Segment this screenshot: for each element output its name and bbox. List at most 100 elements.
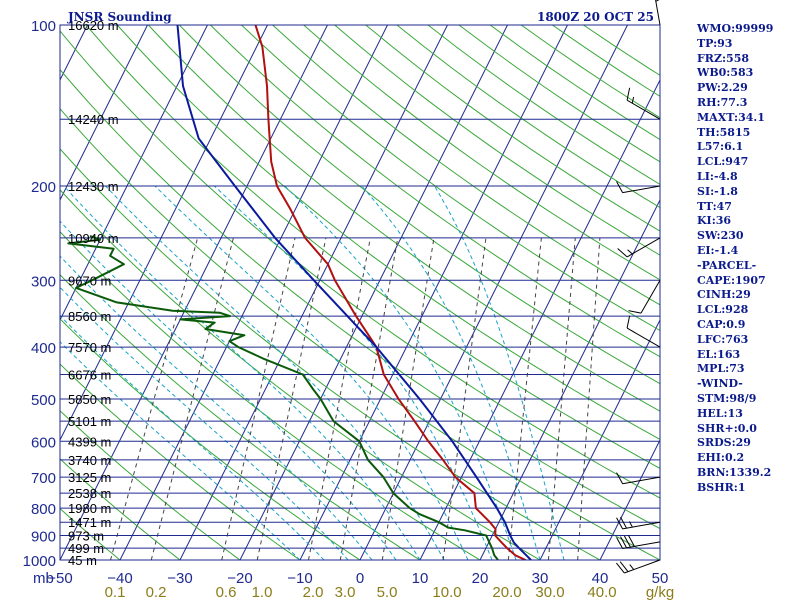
mixing-ratio-tick-label: 1.0 bbox=[252, 584, 273, 600]
index-value: CAPE:1907 bbox=[697, 273, 766, 287]
isotherm-line bbox=[359, 25, 628, 560]
temperature-tick-label: −10 bbox=[287, 570, 312, 587]
isotherm-line bbox=[60, 25, 268, 442]
temperature-tick-label: 0 bbox=[356, 570, 364, 587]
index-value: EL:163 bbox=[697, 347, 741, 361]
chart-title: JNSR Sounding bbox=[67, 10, 172, 24]
temperature-tick-label: 20 bbox=[472, 570, 489, 587]
pressure-tick-label: 800 bbox=[31, 501, 56, 518]
index-value: TT:47 bbox=[697, 199, 732, 213]
index-value: WB0:583 bbox=[697, 66, 754, 80]
mixing-ratio-line bbox=[221, 237, 296, 560]
wind-barb bbox=[616, 472, 661, 485]
index-value: MPL:73 bbox=[697, 362, 745, 376]
wind-barb bbox=[616, 516, 661, 530]
index-value: TP:93 bbox=[697, 36, 733, 50]
isotherm-line bbox=[60, 25, 148, 202]
index-value: CAP:0.9 bbox=[697, 317, 746, 331]
isotherm-line bbox=[479, 198, 660, 560]
isotherm-line bbox=[60, 25, 208, 322]
parcel-trace bbox=[176, 25, 532, 560]
index-value: HEL:13 bbox=[697, 406, 743, 420]
pressure-tick-label: 300 bbox=[31, 273, 56, 290]
moist-adiabat bbox=[154, 185, 469, 560]
plot-frame bbox=[59, 24, 661, 561]
index-value: STM:98/9 bbox=[697, 391, 757, 405]
pressure-tick-label: 600 bbox=[31, 434, 56, 451]
mixing-ratio-tick-label: 10.0 bbox=[432, 584, 461, 600]
wind-barb bbox=[616, 181, 661, 194]
wind-barb bbox=[617, 237, 661, 258]
temperature-tick-label: −50 bbox=[47, 570, 72, 587]
wind-barb bbox=[616, 535, 661, 549]
isotherm-line bbox=[419, 78, 660, 560]
dry-adiabat bbox=[85, 25, 660, 469]
temperature-tick-label: −20 bbox=[227, 570, 252, 587]
height-label: 1980 m bbox=[68, 501, 111, 516]
mixing-ratio-tick-label: 0.2 bbox=[146, 584, 167, 600]
wind-barbs bbox=[616, 0, 661, 574]
index-value: BSHR:1 bbox=[697, 480, 746, 494]
wind-barb bbox=[626, 315, 661, 348]
temperature-trace bbox=[254, 25, 527, 560]
index-value: EHI:0.2 bbox=[697, 451, 745, 465]
temperature-tick-label: 40 bbox=[592, 570, 609, 587]
isotherm-line bbox=[179, 25, 448, 560]
mixing-ratio-tick-label: 0.6 bbox=[216, 584, 237, 600]
height-label: 10940 m bbox=[68, 231, 119, 246]
pressure-tick-label: 100 bbox=[31, 18, 56, 35]
index-value: RH:77.3 bbox=[697, 95, 748, 109]
index-value: KI:36 bbox=[697, 214, 732, 228]
index-value: MAXT:34.1 bbox=[697, 110, 765, 124]
height-label: 3125 m bbox=[68, 470, 111, 485]
index-value: SI:-1.8 bbox=[697, 184, 738, 198]
index-value: -WIND- bbox=[697, 377, 743, 391]
index-value: SRDS:29 bbox=[697, 436, 751, 450]
pressure-tick-label: 900 bbox=[31, 529, 56, 546]
height-label: 1471 m bbox=[68, 515, 111, 530]
indices-panel: WMO:99999 TP:93 FRZ:558 WB0:583 PW:2.29 RH:77… bbox=[697, 22, 800, 496]
profile-traces bbox=[67, 25, 532, 560]
index-value: LI:-4.8 bbox=[697, 169, 738, 183]
dry-adiabat bbox=[60, 68, 660, 530]
height-label: 3740 m bbox=[68, 453, 111, 468]
mixing-ratio-tick-label: 0.1 bbox=[105, 584, 126, 600]
index-value: SHR+:0.0 bbox=[697, 421, 757, 435]
mixing-ratio-tick-label: 40.0 bbox=[587, 584, 616, 600]
height-label: 9670 m bbox=[68, 273, 111, 288]
index-value: PW:2.29 bbox=[697, 81, 748, 95]
height-label: 5850 m bbox=[68, 392, 111, 407]
index-value: LCL:947 bbox=[697, 155, 749, 169]
pressure-tick-label: 400 bbox=[31, 340, 56, 357]
mixing-ratio-unit-label: g/kg bbox=[646, 584, 674, 600]
temperature-tick-label: −30 bbox=[167, 570, 192, 587]
mixing-ratio-tick-label: 20.0 bbox=[492, 584, 521, 600]
height-label: 16620 m bbox=[68, 18, 119, 33]
height-label: 6676 m bbox=[68, 367, 111, 382]
isotherm-line bbox=[539, 318, 660, 560]
pressure-tick-label: 500 bbox=[31, 392, 56, 409]
temperature-tick-label: 10 bbox=[412, 570, 429, 587]
height-label: 14240 m bbox=[68, 112, 119, 127]
index-value: SW:230 bbox=[697, 229, 744, 243]
height-label: 499 m bbox=[68, 541, 104, 556]
chart-timestamp: 1800Z 20 OCT 25 bbox=[537, 10, 654, 24]
height-label: 973 m bbox=[68, 529, 104, 544]
pressure-tick-label: 200 bbox=[31, 179, 56, 196]
temperature-tick-label: −40 bbox=[107, 570, 132, 587]
wind-barb bbox=[626, 87, 661, 120]
mixing-ratio-tick-label: 3.0 bbox=[335, 584, 356, 600]
index-value: WMO:99999 bbox=[697, 22, 774, 35]
height-label: 4399 m bbox=[68, 434, 111, 449]
mixing-ratio-line bbox=[256, 237, 327, 560]
index-value: LCL:928 bbox=[697, 303, 749, 317]
index-value: FRZ:558 bbox=[697, 51, 750, 65]
height-label: 5101 m bbox=[68, 414, 111, 429]
height-label: 12430 m bbox=[68, 179, 119, 194]
pressure-unit-label: mb bbox=[33, 570, 54, 587]
index-value: LFC:763 bbox=[697, 332, 749, 346]
index-value: EI:-1.4 bbox=[697, 243, 739, 257]
index-value: CINH:29 bbox=[697, 288, 751, 302]
